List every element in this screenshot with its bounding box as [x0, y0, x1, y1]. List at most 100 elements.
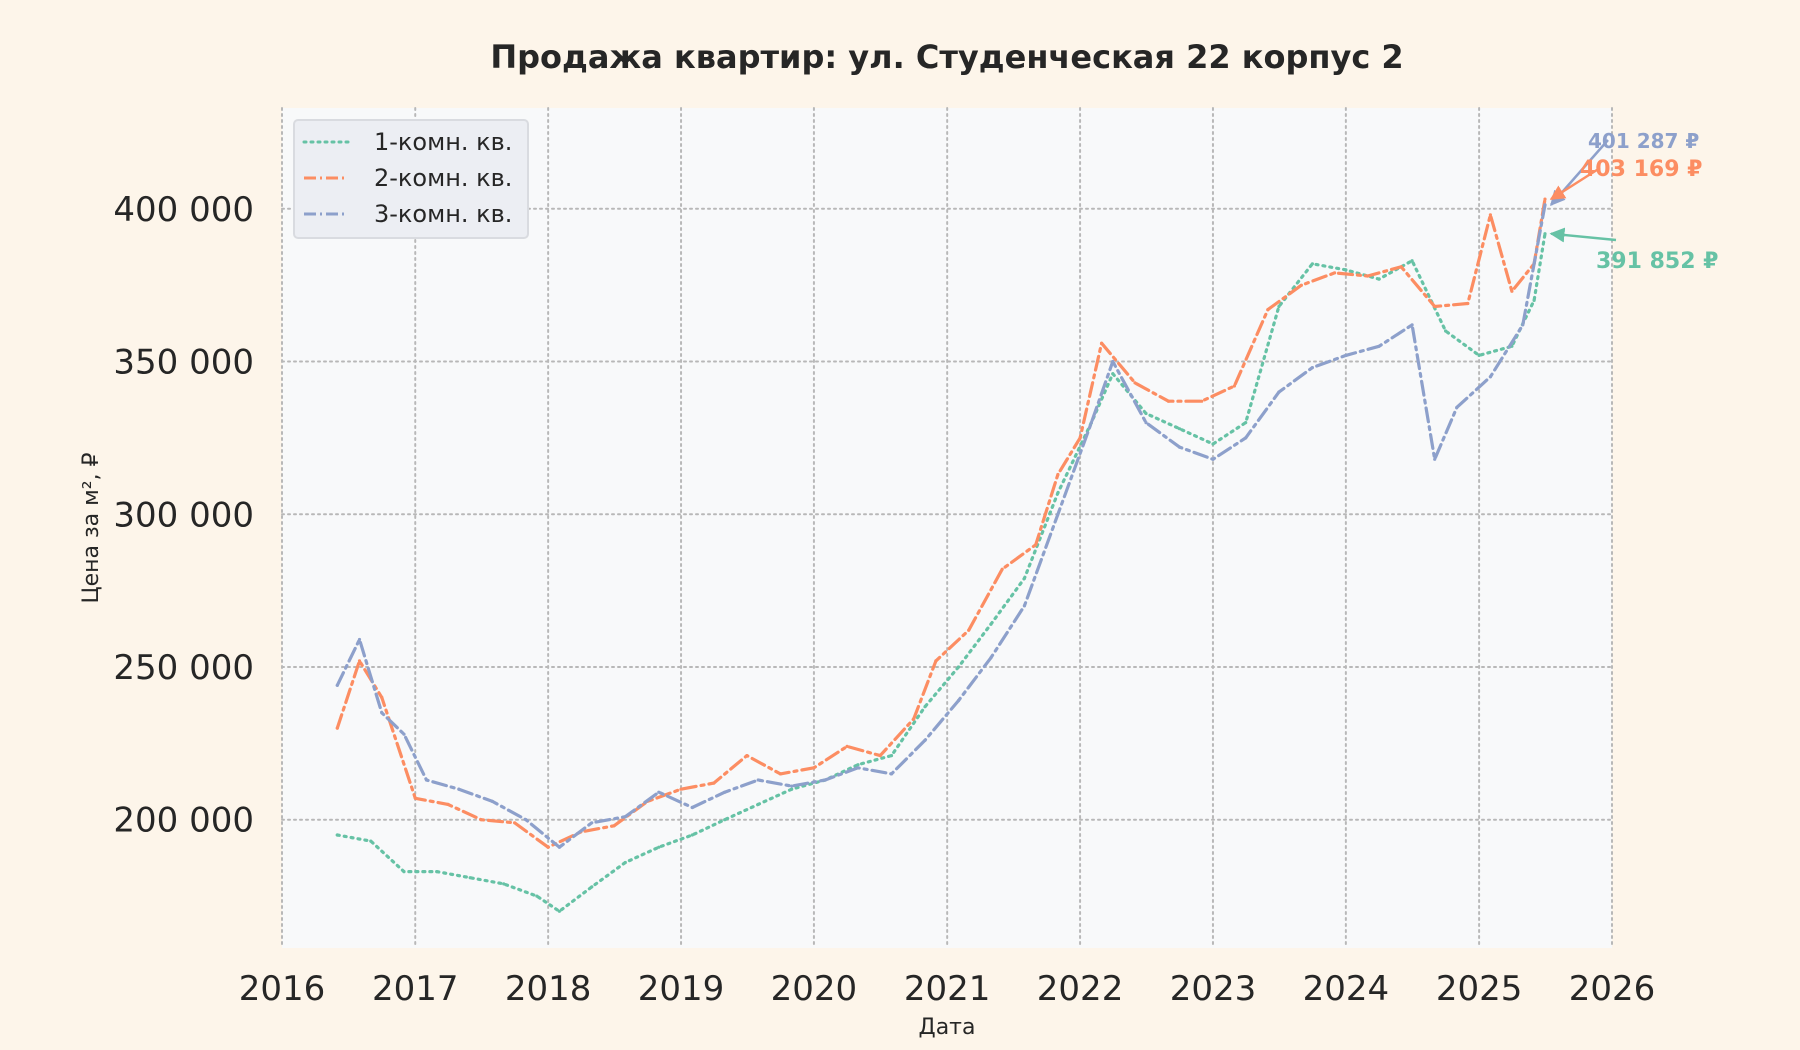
- series-point-1room: [335, 833, 339, 837]
- series-point-3room: [557, 845, 562, 849]
- series-point-2room: [1510, 289, 1514, 293]
- x-tick-label: 2016: [239, 969, 326, 1009]
- series-point-1room: [690, 833, 694, 837]
- x-tick-label: 2024: [1303, 969, 1390, 1009]
- annotation-arrow: [1549, 166, 1601, 201]
- series-point-3room: [623, 815, 627, 819]
- series-point-3room: [1433, 457, 1437, 461]
- series-point-2room: [812, 766, 816, 770]
- series-point-3room: [402, 732, 406, 736]
- series-point-3room: [1111, 359, 1115, 364]
- series-point-3room: [357, 637, 362, 642]
- series-point-2room: [967, 628, 971, 632]
- series-point-1room: [1477, 353, 1481, 357]
- series-point-3room: [989, 656, 993, 660]
- series-point-3room: [590, 821, 594, 825]
- y-tick-label: 400 000: [113, 190, 254, 230]
- series-point-2room: [912, 717, 916, 721]
- series-point-1room: [923, 705, 927, 709]
- series-lines: [335, 197, 1547, 913]
- series-point-2room: [1433, 304, 1437, 309]
- y-tick-label: 250 000: [113, 648, 254, 688]
- series-point-2room: [335, 726, 339, 730]
- series-point-1room: [1543, 232, 1547, 236]
- x-tick-label: 2021: [904, 969, 991, 1009]
- series-point-1room: [1344, 268, 1348, 272]
- chart-title: Продажа квартир: ул. Студенческая 22 кор…: [490, 38, 1403, 76]
- series-point-2room: [1133, 381, 1137, 385]
- series-point-3room: [524, 818, 528, 822]
- series-point-2room: [1000, 567, 1004, 571]
- series-point-1room: [435, 870, 439, 874]
- series-point-2room: [845, 744, 849, 749]
- x-tick-label: 2022: [1037, 969, 1124, 1009]
- series-point-3room: [1455, 405, 1459, 409]
- series-point-3room: [956, 699, 961, 703]
- x-tick-label: 2020: [771, 969, 858, 1009]
- series-point-1room: [956, 665, 961, 669]
- x-tick-label: 2019: [638, 969, 725, 1009]
- series-point-1room: [502, 882, 506, 886]
- series-point-1room: [590, 885, 594, 889]
- legend-label-3room: 3-комн. кв.: [374, 200, 512, 228]
- series-point-3room: [380, 711, 384, 715]
- series-point-2room: [612, 824, 616, 828]
- annotation-label: 391 852 ₽: [1596, 249, 1718, 274]
- x-tick-label: 2017: [372, 969, 459, 1009]
- series-point-2room: [1488, 213, 1492, 217]
- series-point-2room: [1056, 472, 1060, 477]
- series-point-2room: [1232, 384, 1236, 388]
- series-point-2room: [934, 659, 938, 663]
- series-point-2room: [1266, 308, 1270, 312]
- series-point-2room: [446, 802, 450, 807]
- series-point-3room: [457, 787, 461, 791]
- series-point-2room: [1366, 274, 1370, 278]
- series-point-2room: [712, 781, 716, 785]
- y-tick-label: 300 000: [113, 495, 254, 535]
- series-point-3room: [335, 683, 339, 687]
- series-point-3room: [1177, 445, 1182, 449]
- series-point-3room: [1521, 323, 1525, 327]
- series-point-3room: [690, 805, 694, 810]
- series-point-3room: [756, 778, 760, 782]
- x-tick-label: 2018: [505, 969, 592, 1009]
- series-point-1room: [1444, 329, 1448, 333]
- series-point-1room: [1277, 304, 1281, 309]
- series-point-2room: [1200, 399, 1204, 403]
- series-point-1room: [1410, 259, 1414, 263]
- series-point-3room: [490, 799, 494, 804]
- series-point-2room: [1333, 271, 1337, 275]
- legend-label-1room: 1-комн. кв.: [374, 128, 512, 156]
- annotation-label: 401 287 ₽: [1588, 129, 1699, 153]
- series-point-3room: [1543, 203, 1547, 207]
- series-point-1room: [1144, 411, 1148, 416]
- series-line-3room: [335, 203, 1547, 849]
- series-point-1room: [1056, 491, 1060, 495]
- legend-label-2room: 2-комн. кв.: [374, 164, 512, 192]
- series-point-1room: [856, 763, 860, 767]
- legend-box: [293, 119, 529, 239]
- series-point-2room: [479, 818, 483, 822]
- series-point-1room: [1022, 576, 1026, 581]
- series-point-1room: [889, 754, 894, 758]
- series-point-1room: [756, 802, 760, 807]
- series-point-3room: [1310, 366, 1314, 370]
- y-tick-label: 350 000: [113, 343, 254, 383]
- series-point-2room: [878, 754, 882, 758]
- x-tick-label: 2026: [1569, 969, 1656, 1009]
- series-point-1room: [1532, 298, 1536, 302]
- series-point-3room: [1211, 457, 1215, 461]
- series-point-1room: [468, 876, 472, 880]
- series-point-3room: [723, 790, 727, 794]
- series-point-3room: [923, 738, 927, 742]
- series-point-1room: [1211, 442, 1215, 446]
- series-point-2room: [1299, 283, 1303, 287]
- series-point-2room: [1166, 399, 1171, 403]
- series-point-3room: [1277, 390, 1281, 394]
- series-point-1room: [535, 894, 539, 898]
- axis-ticks: 2016 2017 2018 2019 2020 2021 2022 2023 2024 2025…: [113, 190, 1655, 1009]
- x-axis-label: Дата: [919, 1015, 976, 1040]
- series-point-2room: [546, 845, 550, 849]
- series-point-2room: [380, 695, 384, 700]
